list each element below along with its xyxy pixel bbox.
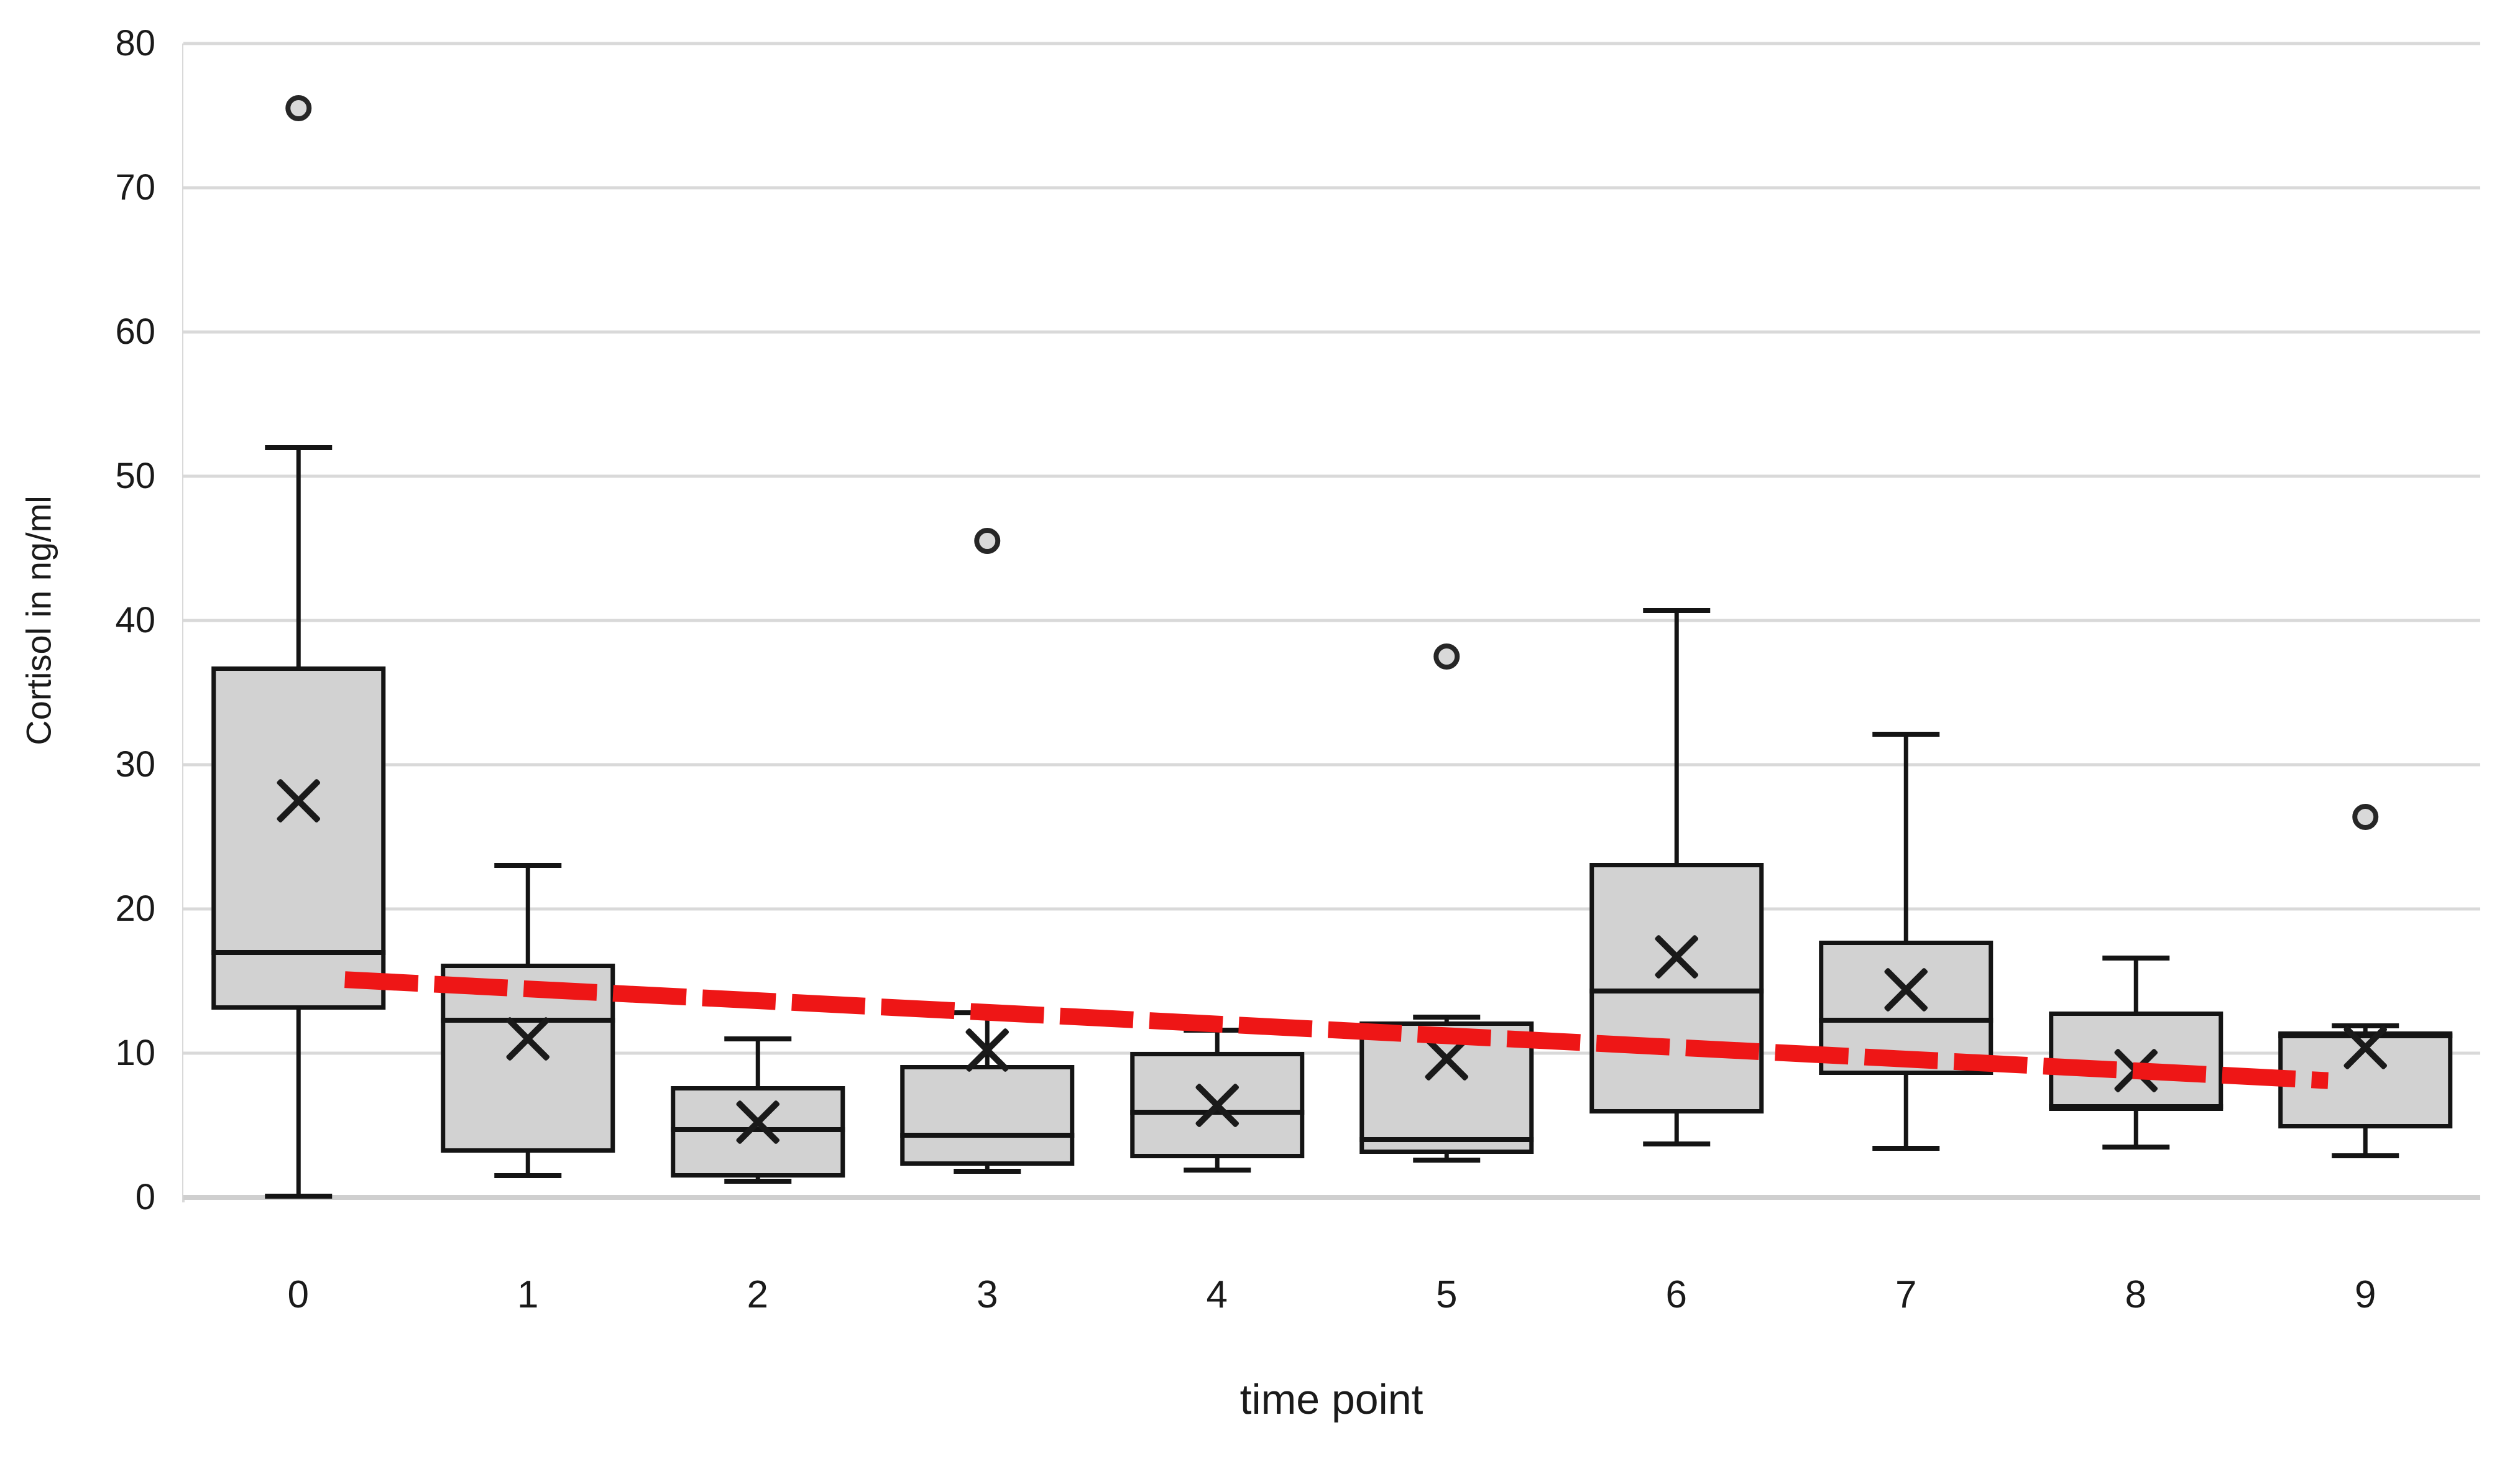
outlier-circle-icon [1433,643,1460,670]
upper-whisker-cap [1872,732,1940,737]
outlier-circle-icon [285,95,311,122]
x-tick-label-7: 7 [1895,1273,1917,1316]
y-tick-label-60: 60 [115,311,155,352]
box-plot-tp4 [1102,44,1332,1197]
median-line [2048,1104,2223,1109]
y-tick-label-80: 80 [115,23,155,63]
x-tick-label-2: 2 [747,1273,768,1316]
upper-whisker-line [296,447,301,667]
upper-whisker-cap [494,863,562,869]
lower-whisker-cap [954,1169,1021,1174]
x-tick-label-0: 0 [287,1273,309,1316]
lower-whisker-line [525,1153,530,1176]
lower-whisker-cap [724,1179,791,1184]
x-tick-label-1: 1 [517,1273,539,1316]
lower-whisker-cap [1413,1157,1481,1163]
y-tick-label-20: 20 [115,888,155,929]
x-tick-label-8: 8 [2125,1273,2146,1316]
gridline-y-50 [183,474,2480,478]
x-axis-title: time point [1239,1376,1423,1423]
trend-line-layer [344,971,2329,1089]
y-tick-label-0: 0 [135,1177,155,1217]
box-plot-tp9 [2251,44,2481,1197]
y-tick-label-70: 70 [115,167,155,208]
lower-whisker-cap [494,1173,562,1179]
y-tick-label-40: 40 [115,600,155,640]
box-plot-tp2 [643,44,873,1197]
median-line [1589,989,1764,994]
box-plot-tp0 [183,44,413,1199]
upper-whisker-line [1215,1030,1220,1052]
x-tick-label-9: 9 [2355,1273,2376,1316]
lower-whisker-cap [1183,1167,1251,1173]
gridline-y-0 [183,1195,2480,1200]
box-plot-tp6 [1561,44,1791,1197]
upper-whisker-cap [1413,1015,1481,1020]
median-line [211,949,385,955]
lower-whisker-cap [2102,1144,2169,1150]
x-tick-label-6: 6 [1665,1273,1687,1316]
gridline-y-80 [183,42,2480,45]
upper-whisker-line [1674,610,1679,863]
plot-area [183,42,2481,1200]
lower-whisker-cap [2332,1153,2399,1158]
upper-whisker-line [2133,957,2138,1012]
median-line [900,1133,1075,1138]
y-tick-label-50: 50 [115,456,155,496]
upper-whisker-cap [1642,607,1710,613]
upper-whisker-line [1903,734,1908,941]
gridline-y-60 [183,330,2480,334]
lower-whisker-line [2133,1110,2138,1147]
upper-whisker-cap [2102,955,2169,961]
upper-whisker-cap [724,1036,791,1041]
x-tick-label-5: 5 [1436,1273,1458,1316]
lower-whisker-line [1903,1074,1908,1149]
median-line [1819,1017,1993,1023]
lower-whisker-line [1674,1113,1679,1145]
iqr-box [1589,862,1764,1114]
gridline-y-30 [183,763,2480,767]
upper-whisker-line [755,1038,760,1087]
box-plot-tp3 [873,44,1103,1197]
gridline-y-40 [183,619,2480,622]
lower-whisker-line [1215,1158,1220,1170]
lower-whisker-line [985,1165,990,1172]
median-line [1359,1137,1534,1143]
lower-whisker-line [2363,1128,2368,1156]
trend-line [344,971,2329,1089]
gridline-y-10 [183,1051,2480,1055]
outlier-circle-icon [2352,803,2379,830]
outlier-circle-icon [974,528,1001,555]
lower-whisker-cap [264,1193,332,1199]
y-tick-label-10: 10 [115,1033,155,1073]
lower-whisker-line [1444,1154,1449,1160]
x-tick-label-3: 3 [977,1273,998,1316]
upper-whisker-cap [264,445,332,450]
lower-whisker-cap [1872,1146,1940,1151]
y-tick-label-30: 30 [115,744,155,785]
gridline-y-70 [183,186,2480,190]
upper-whisker-line [525,865,530,964]
gridline-y-20 [183,907,2480,911]
x-tick-label-4: 4 [1206,1273,1228,1316]
lower-whisker-line [296,1010,301,1196]
lower-whisker-cap [1642,1141,1710,1147]
